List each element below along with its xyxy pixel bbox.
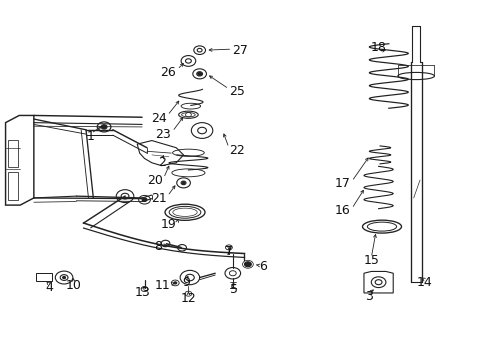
Text: 5: 5	[229, 283, 237, 296]
Circle shape	[244, 262, 251, 267]
Circle shape	[101, 125, 107, 129]
Text: 2: 2	[157, 156, 165, 168]
Text: 14: 14	[416, 276, 432, 289]
Circle shape	[62, 276, 65, 279]
Text: 10: 10	[66, 279, 81, 292]
Text: 25: 25	[228, 85, 244, 98]
Text: 23: 23	[155, 127, 171, 141]
Text: 7: 7	[224, 245, 232, 258]
Text: 26: 26	[160, 66, 176, 79]
Text: 3: 3	[364, 290, 372, 303]
Circle shape	[197, 72, 201, 75]
Text: 20: 20	[146, 174, 162, 187]
Text: 17: 17	[334, 177, 350, 190]
Text: 9: 9	[182, 276, 189, 289]
Text: 13: 13	[134, 287, 150, 300]
Text: 18: 18	[370, 41, 386, 54]
Text: 21: 21	[150, 192, 166, 205]
Text: 8: 8	[154, 240, 162, 253]
Text: 11: 11	[154, 279, 170, 292]
Text: 6: 6	[259, 260, 266, 273]
Text: 1: 1	[87, 130, 95, 143]
Text: 27: 27	[232, 44, 248, 57]
Circle shape	[182, 182, 184, 184]
Circle shape	[173, 282, 176, 284]
Text: 4: 4	[45, 281, 53, 294]
Text: 19: 19	[160, 218, 176, 231]
Text: 24: 24	[150, 112, 166, 125]
Text: 16: 16	[334, 204, 350, 217]
Circle shape	[142, 198, 147, 202]
Text: 22: 22	[228, 144, 244, 157]
Text: 12: 12	[180, 292, 196, 305]
Text: 15: 15	[363, 254, 378, 267]
